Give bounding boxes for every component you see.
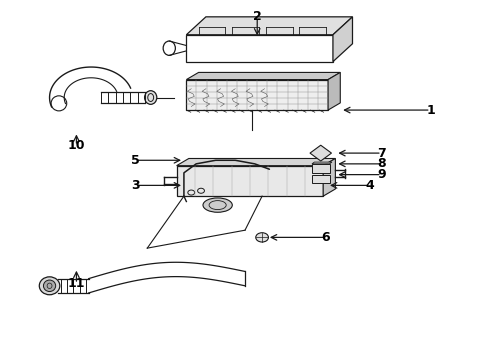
Polygon shape xyxy=(186,80,328,110)
Text: 9: 9 xyxy=(377,168,386,181)
Polygon shape xyxy=(312,175,330,183)
Text: 7: 7 xyxy=(377,147,386,159)
Polygon shape xyxy=(186,72,340,80)
Polygon shape xyxy=(328,72,340,110)
Polygon shape xyxy=(323,158,335,196)
Polygon shape xyxy=(176,166,323,196)
Ellipse shape xyxy=(203,198,232,212)
Polygon shape xyxy=(312,162,332,164)
Text: 6: 6 xyxy=(321,231,330,244)
Ellipse shape xyxy=(145,91,157,104)
Text: 1: 1 xyxy=(426,104,435,117)
Ellipse shape xyxy=(39,277,60,295)
Polygon shape xyxy=(176,158,335,166)
Text: 2: 2 xyxy=(253,10,262,23)
Text: 4: 4 xyxy=(365,179,374,192)
Text: 8: 8 xyxy=(377,157,386,170)
Circle shape xyxy=(256,233,269,242)
Text: 10: 10 xyxy=(68,139,85,152)
Text: 3: 3 xyxy=(131,179,139,192)
Polygon shape xyxy=(186,17,352,35)
Polygon shape xyxy=(333,17,352,62)
Text: 5: 5 xyxy=(131,154,140,167)
Text: 11: 11 xyxy=(68,278,85,291)
Ellipse shape xyxy=(44,280,56,292)
Polygon shape xyxy=(310,145,331,161)
Polygon shape xyxy=(312,164,330,173)
